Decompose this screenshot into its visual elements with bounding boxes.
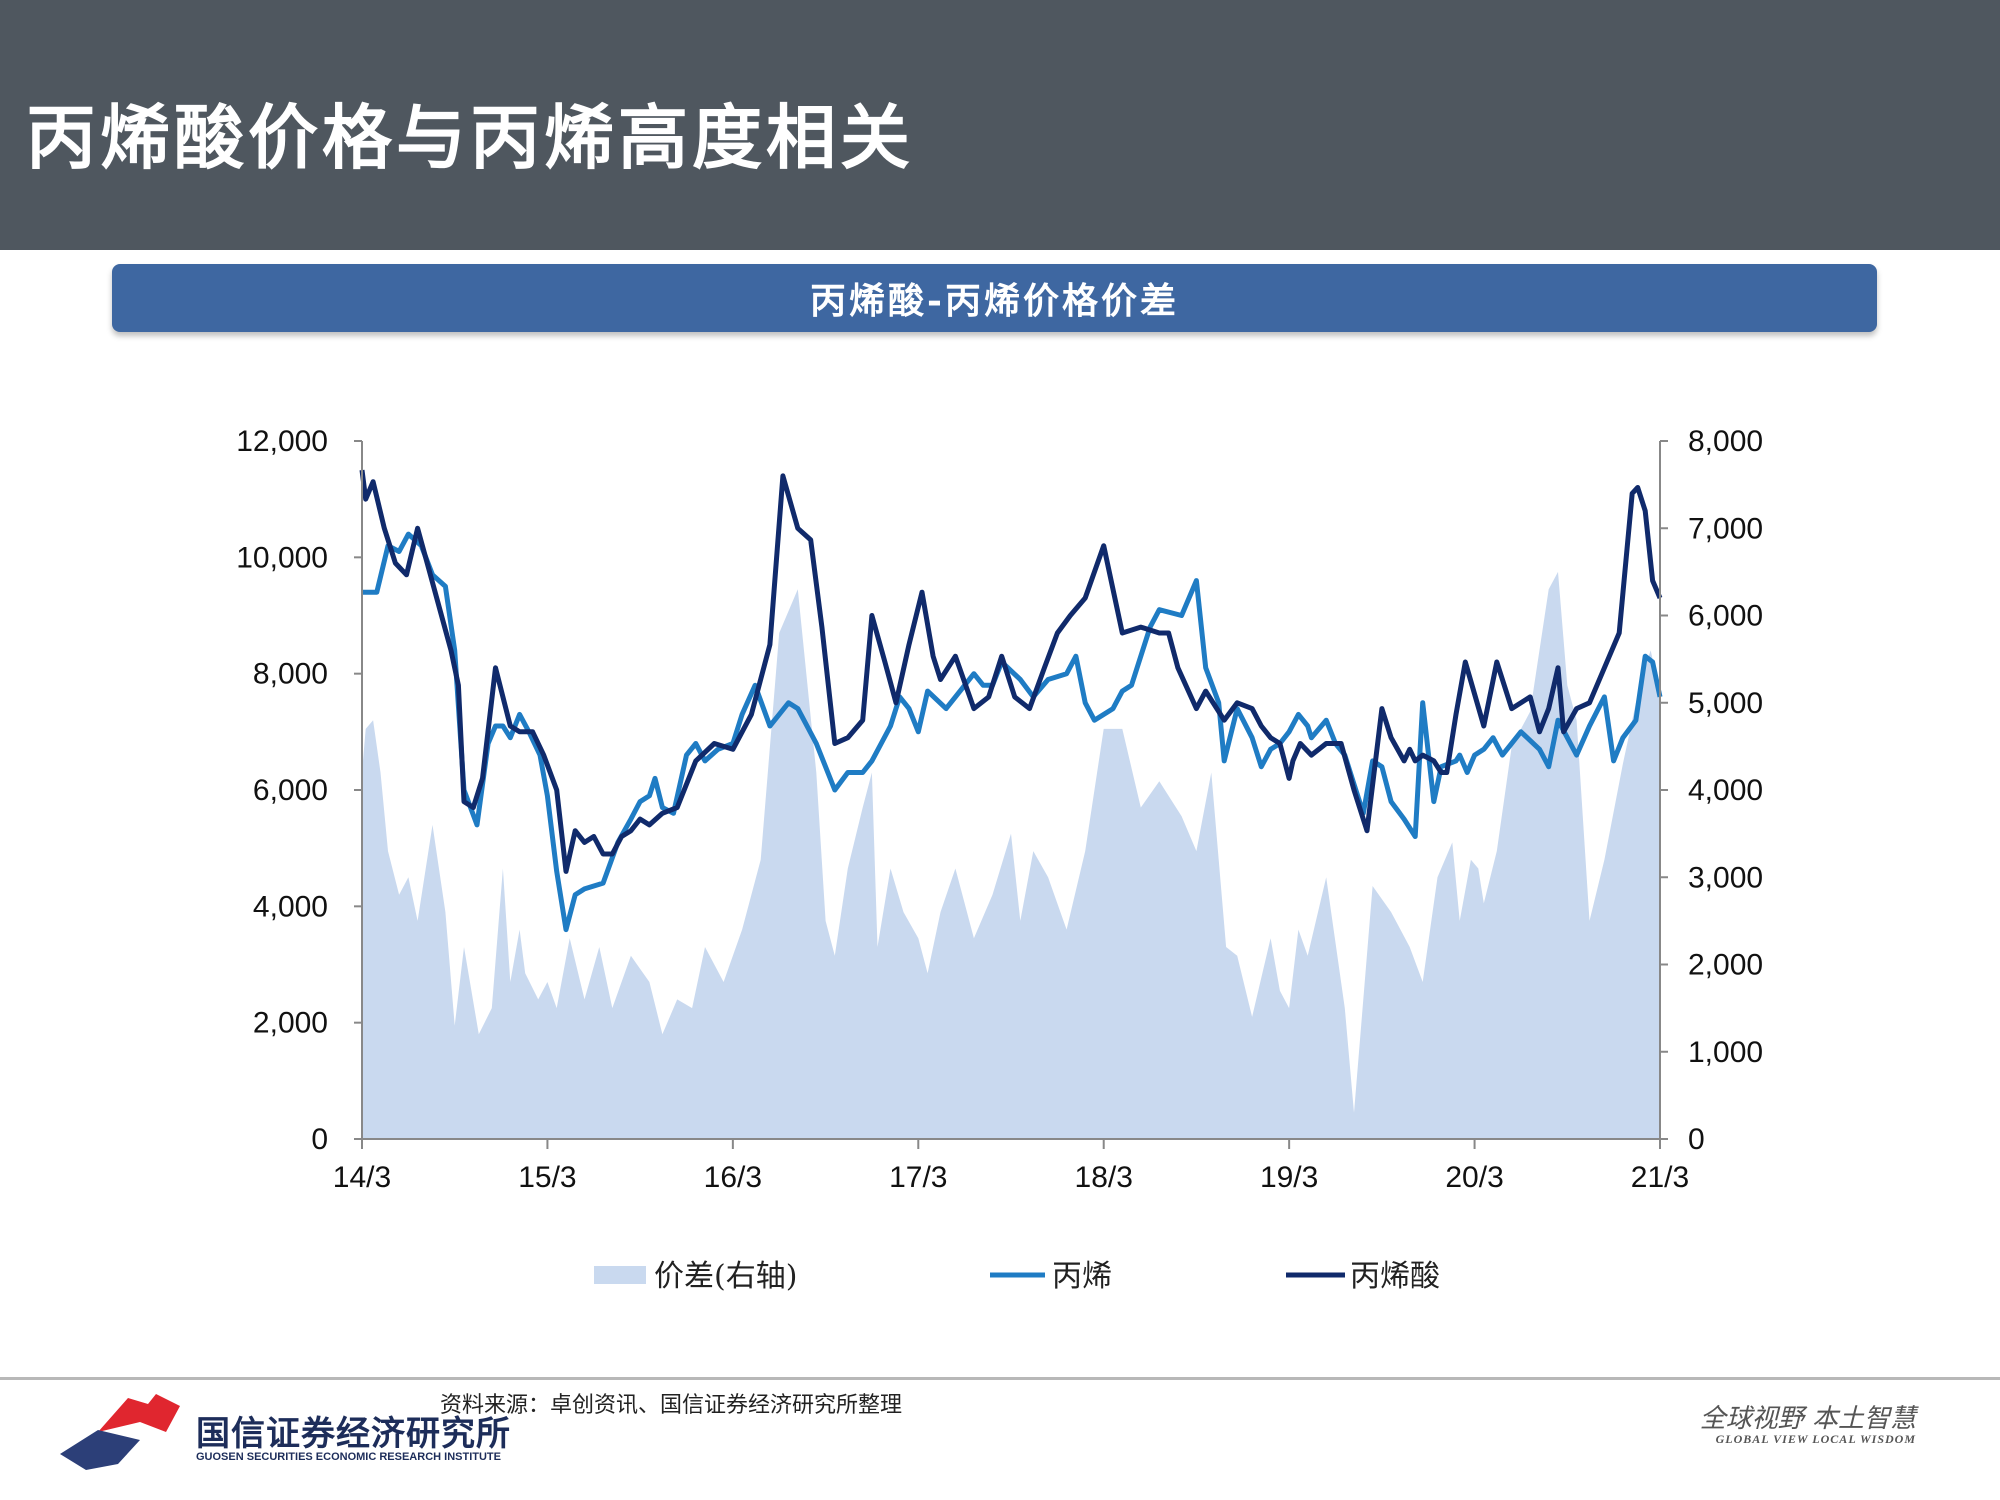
y-left-tick-label: 2,000 [253, 1007, 328, 1040]
y-left-tick-label: 0 [311, 1123, 328, 1156]
x-tick-label: 15/3 [518, 1161, 576, 1194]
series-spread-area [362, 571, 1660, 1139]
spread-area-layer [362, 571, 1660, 1139]
brand-slogan: 全球视野 本土智慧 [1699, 1404, 1916, 1434]
brand-subtitle: GUOSEN SECURITIES ECONOMIC RESEARCH INST… [196, 1451, 501, 1463]
x-tick-label: 20/3 [1445, 1161, 1503, 1194]
legend-label-propylene: 丙烯 [1052, 1259, 1112, 1294]
y-left-tick-label: 12,000 [236, 425, 328, 458]
axes-layer: 0 2,000 4,000 6,000 8,000 10,000 12,000 0 1,000 2… [236, 425, 1763, 1194]
y-left-tick-label: 10,000 [236, 541, 328, 574]
page-title: 丙烯酸价格与丙烯高度相关 [26, 96, 914, 179]
price-lines-layer [359, 469, 1663, 933]
footer-divider [0, 1377, 2000, 1380]
y-right-tick-label: 8,000 [1688, 425, 1763, 458]
y-right-tick-label: 5,000 [1688, 687, 1763, 720]
y-right-tick-label: 0 [1688, 1123, 1705, 1156]
x-tick-label: 16/3 [704, 1161, 762, 1194]
chart-banner: 丙烯酸-丙烯价格价差 [112, 264, 1877, 332]
y-right-tick-label: 4,000 [1688, 774, 1763, 807]
legend-label-acrylic-acid: 丙烯酸 [1350, 1259, 1440, 1294]
x-tick-label: 17/3 [889, 1161, 947, 1194]
chart-title: 丙烯酸-丙烯价格价差 [810, 280, 1179, 322]
series-propylene-line [362, 531, 1663, 933]
logo-icon [60, 1394, 180, 1470]
y-left-tick-label: 6,000 [253, 774, 328, 807]
series-acrylic-acid-line [359, 469, 1663, 874]
brand-name: 国信证券经济研究所 [196, 1414, 511, 1454]
chart-svg: 0 2,000 4,000 6,000 8,000 10,000 12,000 0 1,000 2… [236, 425, 1763, 1294]
legend: 价差(右轴) 丙烯 丙烯酸 [594, 1259, 1440, 1294]
legend-label-spread: 价差(右轴) [654, 1259, 797, 1294]
header-bar [0, 0, 2000, 250]
source-note: 资料来源：卓创资讯、国信证券经济研究所整理 [440, 1393, 903, 1418]
x-tick-label: 18/3 [1075, 1161, 1133, 1194]
brand-slogan-en: GLOBAL VIEW LOCAL WISDOM [1715, 1432, 1916, 1446]
y-right-tick-label: 7,000 [1688, 512, 1763, 545]
x-tick-label: 21/3 [1631, 1161, 1689, 1194]
y-right-tick-label: 1,000 [1688, 1036, 1763, 1069]
x-tick-label: 19/3 [1260, 1161, 1318, 1194]
y-right-tick-label: 3,000 [1688, 861, 1763, 894]
y-right-tick-label: 2,000 [1688, 949, 1763, 982]
y-left-tick-label: 4,000 [253, 890, 328, 923]
legend-swatch-spread [594, 1266, 646, 1284]
y-left-tick-label: 8,000 [253, 658, 328, 691]
y-right-tick-label: 6,000 [1688, 600, 1763, 633]
x-tick-label: 14/3 [333, 1161, 391, 1194]
